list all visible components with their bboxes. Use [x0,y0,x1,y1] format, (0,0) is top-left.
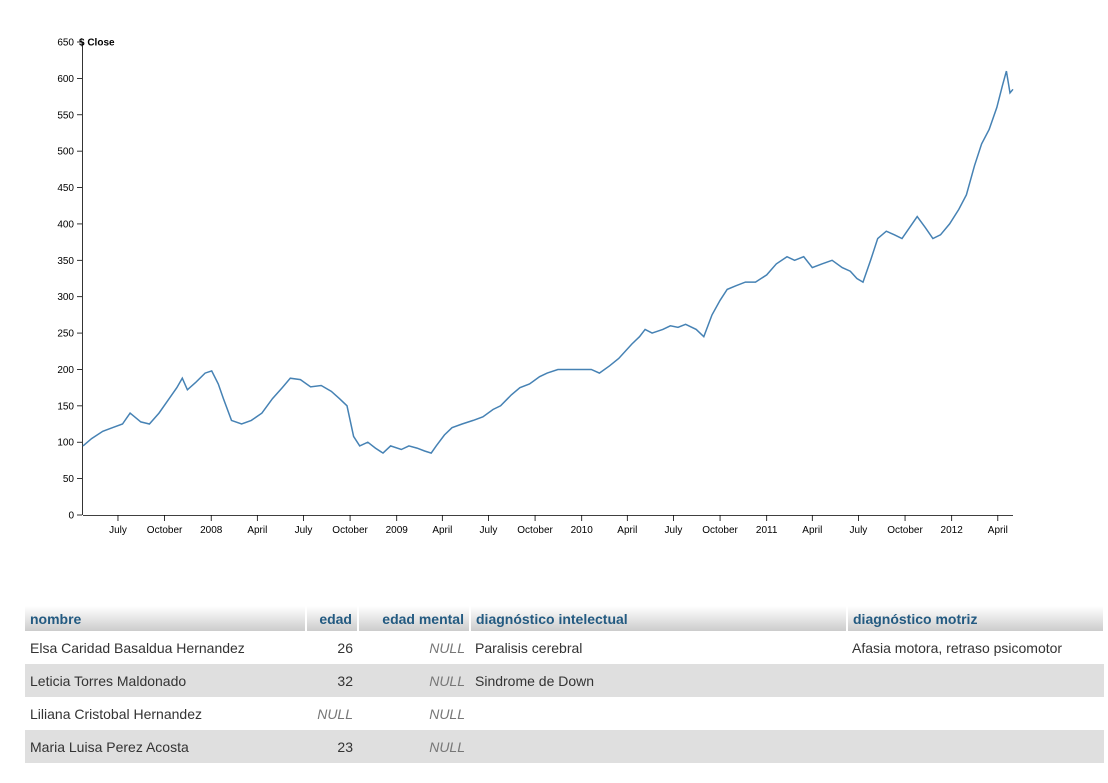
x-tick-label: July [109,525,127,536]
x-tick-label: April [617,525,637,536]
cell-edad: 23 [306,730,358,763]
close-price-line [82,70,1014,455]
y-tick-label: 150 [57,401,74,412]
x-tick-label: October [147,525,183,536]
table-row[interactable]: Elsa Caridad Basaldua Hernandez 26 NULL … [25,631,1104,664]
column-header-nombre[interactable]: nombre [25,606,307,631]
cell-edad: 32 [306,664,358,697]
cell-diagnostico-motriz [847,697,1104,730]
cell-diagnostico-intelectual: Paralisis cerebral [475,639,583,656]
y-tick-label: 300 [57,292,74,303]
x-tick-label: 2008 [200,525,223,536]
y-tick-label: 350 [57,256,74,267]
x-tick-label: July [480,525,498,536]
y-tick-label: 600 [57,74,74,85]
column-header-edad-mental[interactable]: edad mental [358,606,471,631]
table-header-row: nombre edad edad mental diagnóstico inte… [25,606,1105,631]
x-tick-label: October [332,525,368,536]
y-axis-label: $ Close [79,38,115,49]
patients-table: nombre edad edad mental diagnóstico inte… [25,606,1105,763]
y-tick-label: 250 [57,329,74,340]
x-tick-label: April [432,525,452,536]
x-tick-label: July [665,525,683,536]
x-axis: July October 2008 April July October 2009 April… [83,515,1013,536]
table-row[interactable]: Liliana Cristobal Hernandez NULL NULL [25,697,1104,730]
cell-nombre: Liliana Cristobal Hernandez [30,705,202,722]
y-axis: 0 50 100 150 200 250 300 350 400 450 500 550 600 650 $… [57,38,115,522]
y-tick-label: 200 [57,365,74,376]
table-row[interactable]: Maria Luisa Perez Acosta 23 NULL [25,730,1104,763]
x-tick-label: April [988,525,1008,536]
cell-diagnostico-motriz [847,730,1104,763]
cell-diagnostico-intelectual: Sindrome de Down [470,664,847,697]
cell-edad: NULL [317,705,353,722]
x-tick-label: October [702,525,738,536]
cell-nombre: Maria Luisa Perez Acosta [25,730,306,763]
cell-diagnostico-intelectual [470,730,847,763]
y-tick-label: 50 [63,474,75,485]
table-row[interactable]: Leticia Torres Maldonado 32 NULL Sindrom… [25,664,1104,697]
x-tick-label: July [295,525,313,536]
x-tick-label: 2010 [571,525,594,536]
x-tick-label: July [850,525,868,536]
cell-edad-mental: NULL [429,705,465,722]
x-tick-label: 2012 [941,525,964,536]
y-tick-label: 450 [57,183,74,194]
y-tick-label: 550 [57,110,74,121]
cell-edad: 26 [337,639,353,656]
x-tick-label: October [887,525,923,536]
cell-edad-mental: NULL [358,664,470,697]
cell-nombre: Elsa Caridad Basaldua Hernandez [30,639,245,656]
x-tick-label: October [517,525,553,536]
x-tick-label: 2009 [386,525,409,536]
y-tick-label: 500 [57,147,74,158]
cell-diagnostico-intelectual [470,697,847,730]
y-tick-label: 400 [57,219,74,230]
cell-diagnostico-motriz: Afasia motora, retraso psicomotor [852,639,1063,656]
column-header-diagnostico-intelectual[interactable]: diagnóstico intelectual [470,606,848,631]
y-tick-label: 650 [57,38,74,49]
cell-edad-mental: NULL [358,730,470,763]
stock-close-line-chart: 0 50 100 150 200 250 300 350 400 450 500 550 600 650 $… [57,38,1014,536]
column-header-diagnostico-motriz[interactable]: diagnóstico motriz [847,606,1105,631]
cell-nombre: Leticia Torres Maldonado [25,664,306,697]
y-tick-label: 0 [68,511,74,522]
cell-edad-mental: NULL [429,639,465,656]
y-tick-label: 100 [57,438,74,449]
x-tick-label: 2011 [756,525,778,536]
x-tick-label: April [802,525,822,536]
x-tick-label: April [247,525,267,536]
cell-diagnostico-motriz [847,664,1104,697]
column-header-edad[interactable]: edad [306,606,359,631]
